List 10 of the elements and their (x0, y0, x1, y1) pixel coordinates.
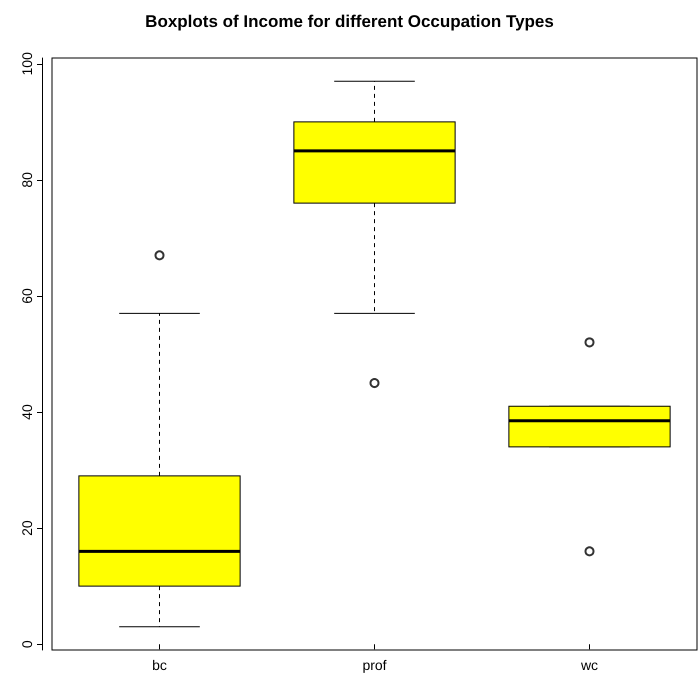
chart-title: Boxplots of Income for different Occupation Types (145, 12, 554, 31)
y-tick-label: 0 (19, 640, 35, 648)
y-tick-label: 60 (19, 288, 35, 304)
x-tick-label: bc (152, 657, 167, 673)
y-tick-label: 100 (19, 52, 35, 76)
x-tick-label: wc (580, 657, 598, 673)
y-tick-label: 20 (19, 520, 35, 536)
y-tick-label: 40 (19, 404, 35, 420)
y-tick-label: 80 (19, 172, 35, 188)
x-tick-label: prof (362, 657, 387, 673)
